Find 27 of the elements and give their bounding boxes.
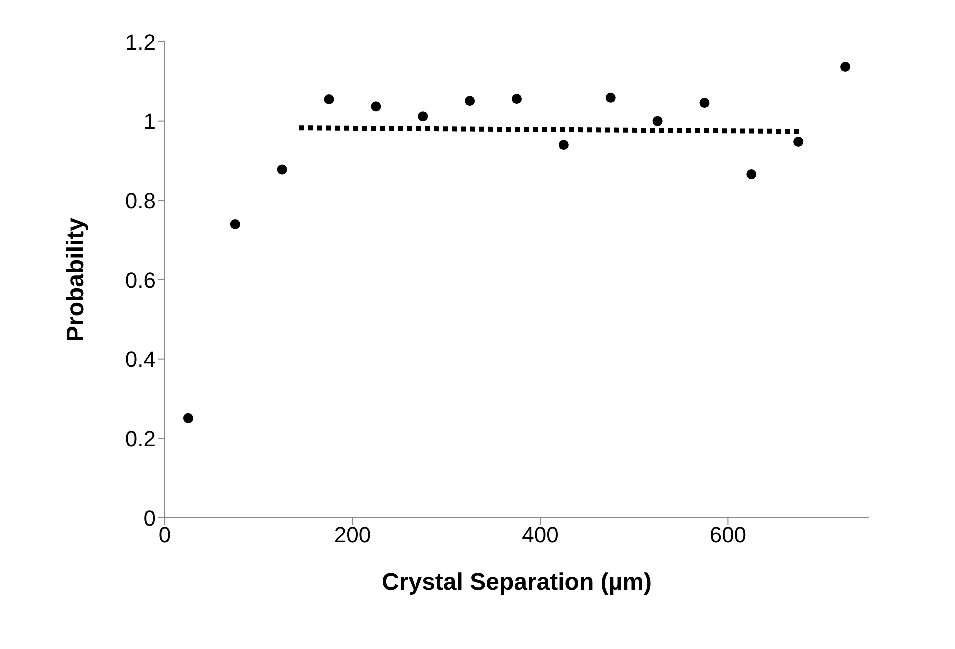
point [277,164,288,175]
point [652,116,663,126]
y-tick-label: 1 [144,109,156,134]
y-tick-label: 1.2 [125,30,156,55]
point [794,136,804,147]
point [371,102,382,112]
x-tick-label: 400 [522,522,559,548]
y-tick-label: 0 [144,506,156,531]
y-tick-label: 0.4 [125,347,156,372]
point [324,94,334,105]
point [746,169,757,180]
x-axis-title: Crystal Separation (µm) [382,569,652,596]
point [512,94,522,104]
x-tick-label: 600 [710,522,747,548]
point [558,140,569,150]
x-tick-label: 200 [334,522,372,548]
point [700,98,710,108]
point [418,112,428,122]
point [606,92,616,103]
point [465,96,476,106]
point [183,413,194,424]
y-axis-title: Probability [62,217,90,342]
point [230,219,240,230]
y-tick-label: 0.6 [125,268,156,293]
y-tick-label: 0.8 [125,188,156,214]
point [840,62,851,72]
y-tick-label: 0.2 [125,426,156,452]
